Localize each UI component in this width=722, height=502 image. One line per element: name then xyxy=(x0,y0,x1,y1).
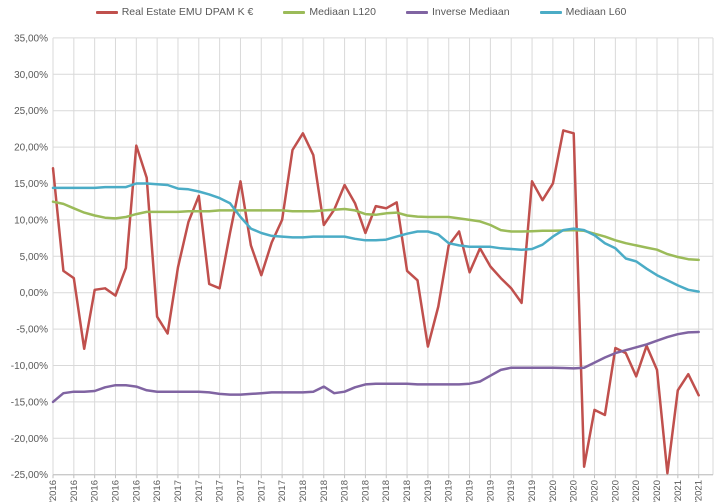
svg-text:1/05/2017: 1/05/2017 xyxy=(215,480,226,502)
svg-text:1/07/2020: 1/07/2020 xyxy=(610,480,621,502)
svg-text:1/09/2017: 1/09/2017 xyxy=(256,480,267,502)
svg-text:1/03/2016: 1/03/2016 xyxy=(69,480,80,502)
svg-text:-10,00%: -10,00% xyxy=(11,361,48,372)
svg-text:20,00%: 20,00% xyxy=(14,143,48,154)
svg-text:5,00%: 5,00% xyxy=(20,252,48,263)
legend-item-mediaan-l60: Mediaan L60 xyxy=(539,6,627,18)
svg-text:25,00%: 25,00% xyxy=(14,106,48,117)
legend-line-swatch-teal xyxy=(539,10,562,14)
svg-text:1/09/2018: 1/09/2018 xyxy=(381,480,392,502)
legend-item-mediaan-l120: Mediaan L120 xyxy=(283,6,376,18)
svg-text:0,00%: 0,00% xyxy=(20,288,48,299)
svg-text:1/11/2018: 1/11/2018 xyxy=(402,480,413,502)
svg-text:1/05/2016: 1/05/2016 xyxy=(90,480,101,502)
svg-text:1/11/2020: 1/11/2020 xyxy=(652,480,663,502)
svg-text:35,00%: 35,00% xyxy=(14,33,48,44)
legend-line-swatch-purple xyxy=(405,10,428,14)
svg-text:10,00%: 10,00% xyxy=(14,215,48,226)
svg-text:1/01/2021: 1/01/2021 xyxy=(673,480,684,502)
svg-text:-25,00%: -25,00% xyxy=(11,470,48,481)
svg-text:1/03/2021: 1/03/2021 xyxy=(694,480,705,502)
svg-text:1/01/2020: 1/01/2020 xyxy=(548,480,559,502)
legend-label: Mediaan L120 xyxy=(309,6,376,18)
svg-text:1/03/2018: 1/03/2018 xyxy=(319,480,330,502)
legend-line-swatch-green xyxy=(283,10,306,14)
svg-text:-5,00%: -5,00% xyxy=(16,325,48,336)
legend-label: Inverse Mediaan xyxy=(431,6,510,18)
svg-text:1/05/2020: 1/05/2020 xyxy=(590,480,601,502)
gridlines xyxy=(52,37,714,476)
svg-text:1/07/2016: 1/07/2016 xyxy=(110,480,121,502)
svg-text:1/01/2019: 1/01/2019 xyxy=(423,480,434,502)
svg-text:1/03/2019: 1/03/2019 xyxy=(444,480,455,502)
svg-text:1/05/2019: 1/05/2019 xyxy=(465,480,476,502)
svg-text:1/03/2020: 1/03/2020 xyxy=(569,480,580,502)
legend-label: Real Estate EMU DPAM K € xyxy=(121,6,254,18)
svg-text:1/09/2020: 1/09/2020 xyxy=(631,480,642,502)
svg-text:1/11/2016: 1/11/2016 xyxy=(152,480,163,502)
svg-text:1/01/2017: 1/01/2017 xyxy=(173,480,184,502)
svg-text:-15,00%: -15,00% xyxy=(11,397,48,408)
legend-item-real-estate: Real Estate EMU DPAM K € xyxy=(95,6,254,18)
svg-text:1/07/2019: 1/07/2019 xyxy=(485,480,496,502)
legend: Real Estate EMU DPAM K € Mediaan L120 In… xyxy=(0,4,722,20)
svg-text:1/01/2018: 1/01/2018 xyxy=(298,480,309,502)
svg-text:1/09/2016: 1/09/2016 xyxy=(131,480,142,502)
svg-text:1/03/2017: 1/03/2017 xyxy=(194,480,205,502)
svg-text:1/09/2019: 1/09/2019 xyxy=(506,480,517,502)
svg-text:1/11/2019: 1/11/2019 xyxy=(527,480,538,502)
svg-text:15,00%: 15,00% xyxy=(14,179,48,190)
svg-text:1/05/2018: 1/05/2018 xyxy=(340,480,351,502)
svg-text:1/07/2018: 1/07/2018 xyxy=(360,480,371,502)
legend-line-swatch-red xyxy=(95,10,118,14)
svg-text:1/07/2017: 1/07/2017 xyxy=(235,480,246,502)
x-axis: 1/01/2016 1/03/2016 1/05/2016 1/07/2016 1/09… xyxy=(48,474,713,502)
legend-item-inverse-mediaan: Inverse Mediaan xyxy=(405,6,510,18)
svg-text:-20,00%: -20,00% xyxy=(11,434,48,445)
svg-text:1/11/2017: 1/11/2017 xyxy=(277,480,288,502)
legend-label: Mediaan L60 xyxy=(565,6,627,18)
y-axis: 35,00% 30,00% 25,00% 20,00% 15,00% 10,00% 5,00… xyxy=(11,33,48,481)
svg-text:1/01/2016: 1/01/2016 xyxy=(48,480,59,502)
svg-text:30,00%: 30,00% xyxy=(14,70,48,81)
series-lines xyxy=(51,129,700,475)
